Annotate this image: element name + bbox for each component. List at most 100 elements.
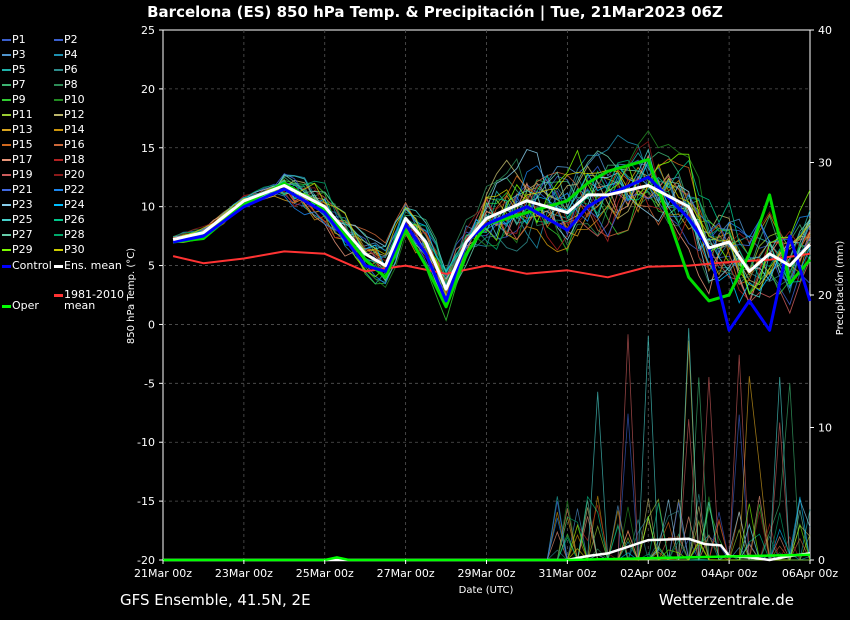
legend-item-p13: P13 bbox=[2, 124, 33, 135]
y-tick-label: -5 bbox=[144, 377, 155, 390]
legend-label: P6 bbox=[64, 63, 78, 76]
x-tick-label: 29Mar 00z bbox=[457, 567, 515, 580]
legend-swatch-icon bbox=[54, 84, 63, 86]
legend-item-ens-mean: Ens. mean bbox=[54, 260, 122, 271]
legend-label: P30 bbox=[64, 243, 85, 256]
legend-item-p22: P22 bbox=[54, 184, 85, 195]
legend-swatch-icon bbox=[54, 264, 63, 268]
legend-label: P27 bbox=[12, 228, 33, 241]
y-tick-label: -15 bbox=[137, 495, 155, 508]
legend-item-p23: P23 bbox=[2, 199, 33, 210]
legend-label: P1 bbox=[12, 33, 26, 46]
legend-item-p27: P27 bbox=[2, 229, 33, 240]
footer-source: Wetterzentrale.de bbox=[659, 591, 794, 609]
legend-item-p30: P30 bbox=[54, 244, 85, 255]
legend-swatch-icon bbox=[2, 84, 11, 86]
legend-swatch-icon bbox=[54, 219, 63, 221]
legend-swatch-icon bbox=[2, 69, 11, 71]
legend-label: P3 bbox=[12, 48, 26, 61]
legend-label: P14 bbox=[64, 123, 85, 136]
series-line-control bbox=[172, 175, 812, 332]
legend-item-p7: P7 bbox=[2, 79, 26, 90]
member-line-p12 bbox=[173, 159, 811, 306]
legend-swatch-icon bbox=[54, 129, 63, 131]
legend-swatch-icon bbox=[2, 264, 11, 268]
y2-tick-label: 40 bbox=[818, 24, 832, 37]
y-tick-label: 15 bbox=[141, 142, 155, 155]
precip-line-oper bbox=[163, 553, 811, 562]
series-line-1981-2010-mean bbox=[172, 250, 811, 279]
legend-swatch-icon bbox=[54, 114, 63, 116]
y-tick-label: 25 bbox=[141, 24, 155, 37]
legend-label: P15 bbox=[12, 138, 33, 151]
y-axis-label: 850 hPa Temp. (°C) bbox=[126, 248, 137, 344]
x-axis-ticks: 21Mar 00z 23Mar 00z 25Mar 00z 27Mar 00z 29Ma… bbox=[134, 560, 838, 580]
legend-label: P20 bbox=[64, 168, 85, 181]
legend-label: P10 bbox=[64, 93, 85, 106]
legend-swatch-icon bbox=[54, 39, 63, 41]
member-line-p28 bbox=[172, 159, 811, 285]
legend-swatch-icon bbox=[2, 249, 11, 251]
x-tick-label: 04Apr 00z bbox=[701, 567, 758, 580]
x-tick-label: 21Mar 00z bbox=[134, 567, 192, 580]
y-tick-label: -20 bbox=[137, 554, 155, 567]
legend-item-control: Control bbox=[2, 260, 52, 271]
legend-item-p10: P10 bbox=[54, 94, 85, 105]
legend-item-p14: P14 bbox=[54, 124, 85, 135]
legend-swatch-icon bbox=[2, 304, 11, 308]
member-precip-p18 bbox=[163, 504, 810, 562]
legend-swatch-icon bbox=[54, 249, 63, 251]
legend-label: P29 bbox=[12, 243, 33, 256]
legend-swatch-icon bbox=[2, 174, 11, 176]
legend-item-climatology: 1981-2010 mean bbox=[54, 289, 124, 311]
legend-item-p17: P17 bbox=[2, 154, 33, 165]
legend-swatch-icon bbox=[54, 54, 63, 56]
legend-item-p26: P26 bbox=[54, 214, 85, 225]
legend-label: P4 bbox=[64, 48, 78, 61]
legend-item-p21: P21 bbox=[2, 184, 33, 195]
legend-label: P9 bbox=[12, 93, 26, 106]
legend-swatch-icon bbox=[2, 114, 11, 116]
legend-item-p20: P20 bbox=[54, 169, 85, 180]
legend-swatch-icon bbox=[2, 99, 11, 101]
member-line-p1 bbox=[173, 159, 811, 306]
legend-item-p18: P18 bbox=[54, 154, 85, 165]
legend-label: P5 bbox=[12, 63, 26, 76]
legend-swatch-icon bbox=[2, 204, 11, 206]
legend-item-p24: P24 bbox=[54, 199, 85, 210]
y-tick-label: 10 bbox=[141, 201, 155, 214]
legend-label: P12 bbox=[64, 108, 85, 121]
series-line-ens-mean bbox=[172, 184, 812, 291]
x-tick-label: 25Mar 00z bbox=[296, 567, 354, 580]
legend-swatch-icon bbox=[54, 204, 63, 206]
legend-label: P7 bbox=[12, 78, 26, 91]
footer-model-info: GFS Ensemble, 41.5N, 2E bbox=[120, 591, 311, 609]
legend-label: P28 bbox=[64, 228, 85, 241]
legend-swatch-icon bbox=[54, 144, 63, 146]
legend-swatch-icon bbox=[54, 159, 63, 161]
x-tick-label: 02Apr 00z bbox=[620, 567, 677, 580]
legend-label: P21 bbox=[12, 183, 33, 196]
legend-swatch-icon bbox=[54, 189, 63, 191]
legend-label: P2 bbox=[64, 33, 78, 46]
y-tick-label: 5 bbox=[148, 260, 155, 273]
legend-item-oper: Oper bbox=[2, 300, 39, 311]
legend-swatch-icon bbox=[54, 69, 63, 71]
legend-item-p2: P2 bbox=[54, 34, 78, 45]
legend-item-p19: P19 bbox=[2, 169, 33, 180]
legend-swatch-icon bbox=[2, 189, 11, 191]
legend-label: P26 bbox=[64, 213, 85, 226]
legend-item-p25: P25 bbox=[2, 214, 33, 225]
x-tick-label: 31Mar 00z bbox=[538, 567, 596, 580]
grid-lines bbox=[163, 30, 810, 560]
y2-tick-label: 20 bbox=[818, 289, 832, 302]
right-axis-ticks: 40 30 20 10 0 bbox=[810, 24, 832, 567]
legend-item-p9: P9 bbox=[2, 94, 26, 105]
legend-swatch-icon bbox=[54, 234, 63, 236]
legend-label: P25 bbox=[12, 213, 33, 226]
legend-item-p8: P8 bbox=[54, 79, 78, 90]
chart-title: Barcelona (ES) 850 hPa Temp. & Precipita… bbox=[147, 3, 723, 22]
legend-label: P19 bbox=[12, 168, 33, 181]
legend-swatch-icon bbox=[2, 129, 11, 131]
